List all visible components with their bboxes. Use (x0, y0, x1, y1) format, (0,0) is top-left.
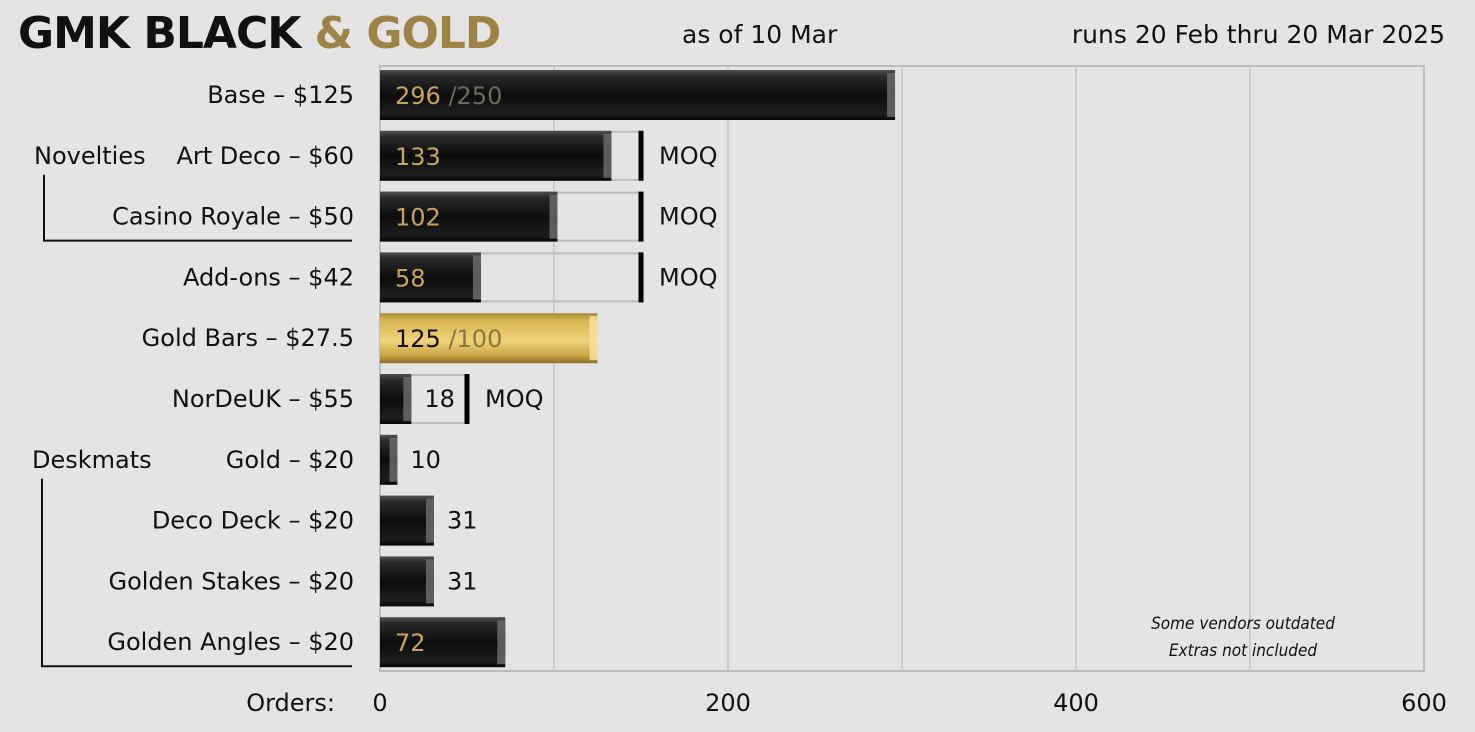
bar (380, 495, 434, 546)
category-label: NorDeUK – $55 (172, 385, 354, 413)
bar-value: 72 (395, 629, 426, 657)
moq-label: MOQ (659, 263, 718, 291)
category-label: Casino Royale – $50 (112, 203, 354, 231)
bar-value: 58 (395, 264, 426, 292)
annotation: Extras not included (1169, 641, 1318, 661)
bar (380, 313, 598, 364)
bar (380, 617, 506, 668)
bar-value: 133 (395, 143, 441, 171)
bar (380, 252, 481, 303)
annotation: Some vendors outdated (1151, 614, 1335, 634)
title-black: GMK BLACK (18, 8, 301, 59)
group-label: Novelties (34, 142, 146, 170)
bar (380, 556, 434, 607)
bar (380, 191, 558, 242)
value-label: 58 (395, 264, 426, 292)
bar-value: 125 (395, 325, 441, 353)
category-label: Golden Angles – $20 (107, 628, 354, 656)
bar-end-cap (389, 437, 398, 482)
x-tick-label: 0 (372, 689, 387, 717)
bar-end-cap (887, 73, 896, 117)
group-bracket (43, 174, 352, 242)
chart-title: GMK BLACK & GOLD (18, 8, 502, 60)
category-label: Base – $125 (207, 81, 354, 109)
as-of-date: as of 10 Mar (682, 20, 838, 49)
bar-end-cap (472, 255, 481, 300)
bar-end-cap (497, 620, 506, 665)
value-label: 133 (395, 143, 441, 171)
value-label: 72 (395, 629, 426, 657)
value-label: 296 /250 (395, 82, 502, 110)
bar-end-cap (589, 316, 598, 361)
category-label: Add-ons – $42 (183, 263, 354, 291)
bar-value: 102 (395, 204, 441, 232)
x-tick-label: 600 (1401, 689, 1447, 717)
value-label: 125 /100 (395, 325, 502, 353)
value-label: 31 (447, 567, 478, 595)
category-label: Gold – $20 (226, 446, 354, 474)
x-tick-label: 200 (705, 689, 751, 717)
run-dates: runs 20 Feb thru 20 Mar 2025 (1071, 20, 1445, 49)
bar-end-cap (403, 377, 412, 421)
bar-end-cap (425, 559, 434, 604)
category-label: Deco Deck – $20 (152, 507, 354, 535)
moq-target: /100 (441, 325, 503, 353)
category-label: Gold Bars – $27.5 (142, 324, 354, 352)
value-label: 18 (424, 385, 455, 413)
value-label: 31 (447, 507, 478, 535)
bar-end-cap (425, 498, 434, 543)
bar-end-cap (549, 194, 558, 239)
group-label: Deskmats (32, 446, 152, 474)
bar (380, 130, 612, 181)
bar (380, 70, 896, 120)
category-label: Golden Stakes – $20 (108, 567, 354, 595)
moq-label: MOQ (659, 203, 718, 231)
moq-target: /250 (441, 82, 503, 110)
moq-label: MOQ (659, 142, 718, 170)
bar-value: 296 (395, 82, 441, 110)
value-label: 102 (395, 204, 441, 232)
category-label: Art Deco – $60 (176, 142, 354, 170)
bar-end-cap (603, 133, 612, 178)
value-label: 10 (410, 446, 441, 474)
moq-label: MOQ (485, 385, 544, 413)
group-bracket (41, 478, 352, 668)
x-tick-label: 400 (1053, 689, 1099, 717)
x-axis-label: Orders: (246, 689, 335, 717)
title-gold: & GOLD (314, 8, 502, 59)
